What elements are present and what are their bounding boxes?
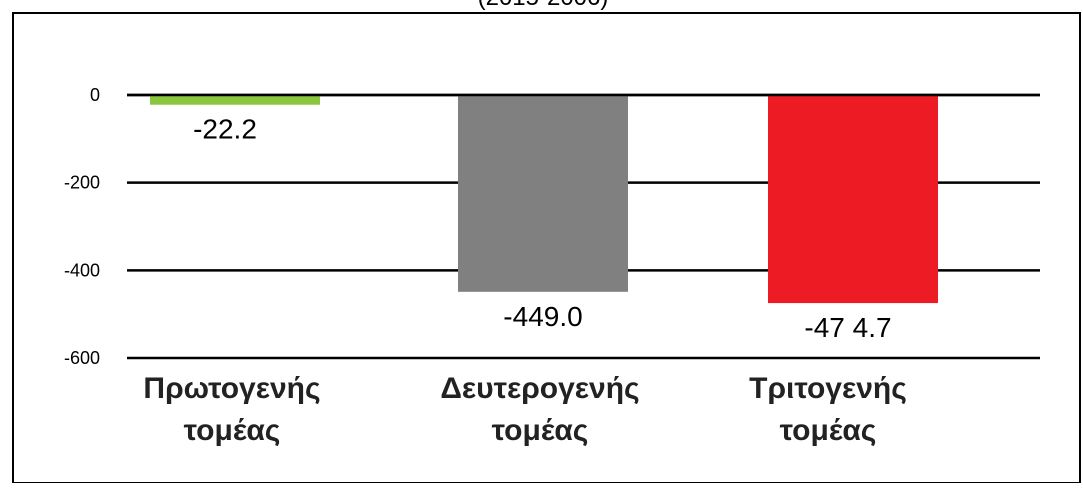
x-category-label: Πρωτογενής	[143, 372, 320, 405]
x-category-label: τομέας	[184, 414, 281, 447]
data-label: -22.2	[193, 114, 257, 145]
labels: 0 -200 -400 -600 -22.2 -449.0 -47 4.7 Πρωτογενή…	[64, 85, 907, 447]
bar	[150, 95, 320, 105]
bars	[127, 93, 1040, 304]
chart-subtitle: (2015-2006)	[478, 0, 609, 11]
data-label: -449.0	[503, 301, 582, 332]
bar	[768, 95, 938, 304]
x-category-label: Δευτερογενής	[440, 372, 639, 405]
y-tick-label: -400	[64, 260, 100, 280]
y-tick-label: -600	[64, 348, 100, 368]
y-tick-label: -200	[64, 173, 100, 193]
x-category-label: Τριτογενής	[749, 372, 907, 405]
x-category-label: τομέας	[492, 414, 589, 447]
x-category-label: τομέας	[780, 414, 877, 447]
y-tick-label: 0	[90, 85, 100, 105]
bar	[458, 95, 628, 292]
data-label: -47 4.7	[804, 312, 891, 343]
